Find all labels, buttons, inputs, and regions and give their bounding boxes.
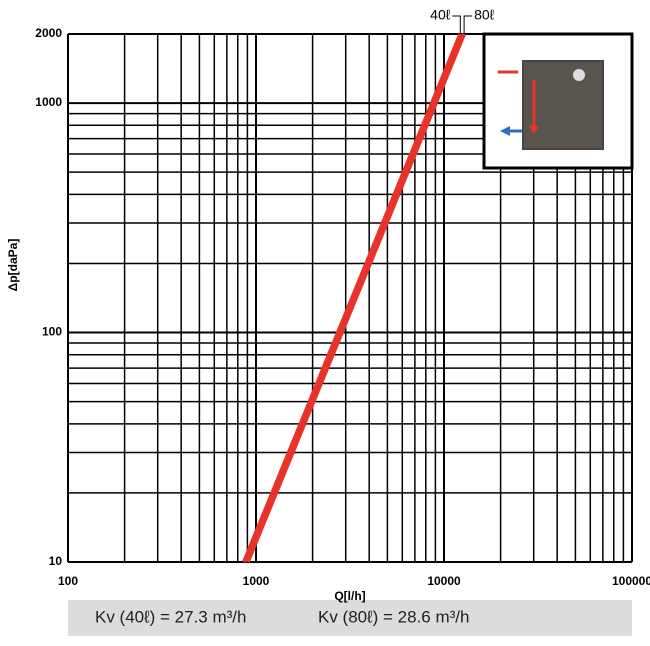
footer-kv: Kv (80ℓ) = 28.6 m³/h: [318, 607, 469, 626]
legend-label: 40ℓ: [430, 7, 451, 23]
x-tick-label: 10000: [427, 574, 461, 588]
footer-kv: Kv (40ℓ) = 27.3 m³/h: [95, 607, 246, 626]
y-tick-label: 10: [49, 554, 63, 568]
page: {"chart_data": {"type": "line", "log_x":…: [0, 0, 650, 646]
y-tick-label: 100: [42, 325, 62, 339]
y-axis-label: Δp[daPa]: [6, 239, 20, 292]
x-axis-label: Q[l/h]: [334, 589, 365, 603]
leader: [452, 16, 460, 34]
x-tick-label: 1000: [243, 574, 270, 588]
y-tick-label: 2000: [35, 26, 62, 40]
legend-label: 80ℓ: [474, 7, 495, 23]
leader: [464, 16, 472, 34]
x-tick-label: 100000: [612, 574, 650, 588]
inset: [484, 34, 632, 168]
chart: Kv (40ℓ) = 27.3 m³/h Kv (80ℓ) = 28.6 m³/…: [0, 0, 650, 641]
y-tick-label: 1000: [35, 95, 62, 109]
x-tick-label: 100: [58, 574, 78, 588]
